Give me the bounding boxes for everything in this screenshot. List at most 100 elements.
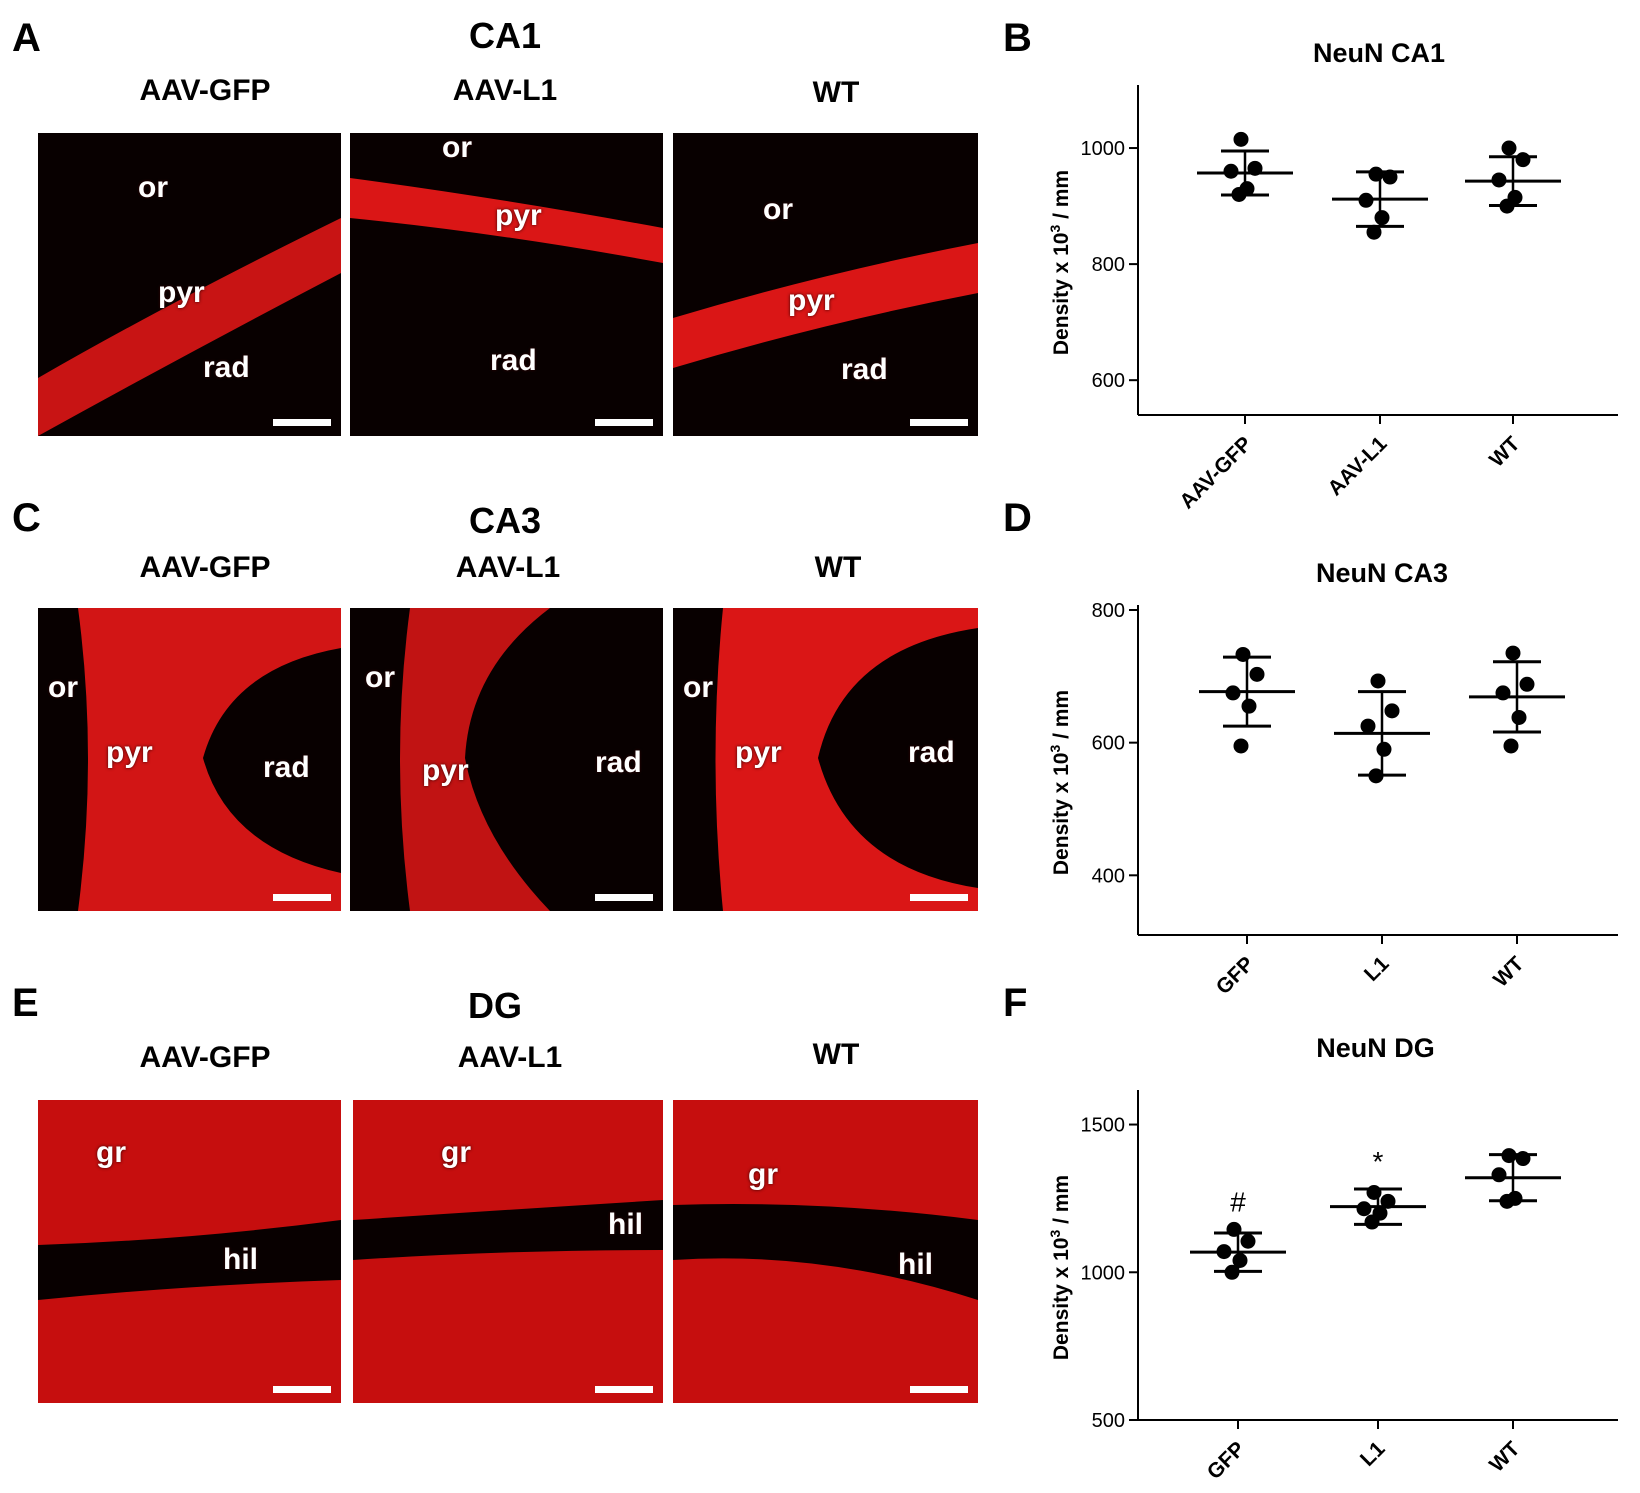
data-point [1241, 698, 1257, 714]
y-axis-label-superscript: 3 [1047, 1230, 1063, 1238]
chart-neun-ca3: NeuN CA3 400 600 800 Density x 103 / mm GFP L1… [1047, 558, 1618, 999]
data-point [1380, 1193, 1396, 1209]
region-title-dg: DG [468, 985, 522, 1026]
group-title-dg-gfp: AAV-GFP [139, 1041, 271, 1074]
group-title-ca3-gfp: AAV-GFP [139, 551, 271, 584]
x-tick-label: WT [1485, 1437, 1524, 1476]
chart-neun-ca1: NeuN CA1 600 800 1000 Density x 103 / mm AAV-… [1047, 38, 1618, 513]
data-point [1384, 703, 1400, 719]
layer-label: rad [908, 736, 955, 769]
layer-label: gr [96, 1136, 126, 1169]
data-point [1249, 666, 1265, 682]
y-tick-label: 1000 [1081, 138, 1126, 160]
scale-bar [273, 419, 331, 426]
data-point [1519, 676, 1535, 692]
group-title-ca3-l1: AAV-L1 [455, 551, 561, 584]
layer-label: hil [223, 1243, 258, 1276]
x-tick-label: L1 [1356, 1437, 1390, 1471]
micrograph-dg-l1: gr hil [353, 1100, 663, 1403]
panel-letter-c: C [12, 496, 41, 540]
panel-letter-f: F [1003, 981, 1028, 1025]
data-point [1356, 1201, 1372, 1217]
x-tick-label: WT [1485, 432, 1524, 471]
group-title-ca1-l1: AAV-L1 [452, 74, 558, 107]
x-tick-label: L1 [1360, 952, 1394, 986]
region-title-ca3: CA3 [468, 500, 542, 541]
layer-label: pyr [788, 284, 835, 317]
data-point [1491, 1167, 1507, 1183]
scale-bar [273, 1386, 331, 1393]
layer-label: rad [490, 344, 537, 377]
layer-label: rad [595, 746, 642, 779]
region-title-ca1: CA1 [468, 15, 542, 56]
chart-title: NeuN CA3 [1316, 558, 1448, 588]
micrograph-ca1-l1: or pyr rad [350, 133, 663, 436]
group-title-dg-l1: AAV-L1 [457, 1041, 563, 1074]
layer-label: rad [203, 351, 250, 384]
scale-bar [595, 894, 653, 901]
data-point [1233, 738, 1249, 754]
micrograph-ca1-wt: or pyr rad [673, 133, 978, 436]
significance-marker: * [1373, 1146, 1384, 1177]
x-tick-label: GFP [1203, 1437, 1250, 1484]
micrograph-ca1-gfp: or pyr rad [38, 133, 341, 436]
chart-title: NeuN DG [1316, 1033, 1435, 1063]
layer-label: pyr [158, 276, 205, 309]
layer-label: gr [441, 1136, 471, 1169]
layer-label: hil [608, 1208, 643, 1241]
layer-label: or [48, 671, 78, 704]
micrograph-dg-wt: gr hil [673, 1100, 978, 1403]
layer-label: rad [263, 751, 310, 784]
y-tick-label: 600 [1092, 370, 1125, 392]
micrograph-dg-gfp: gr hil [38, 1100, 341, 1403]
group-title-ca1-wt: WT [812, 76, 860, 109]
y-axis-label-superscript: 3 [1047, 745, 1063, 753]
scale-bar [910, 1386, 968, 1393]
y-axis-label-unit: / mm [1050, 1175, 1073, 1230]
data-point [1515, 152, 1531, 168]
data-point [1232, 1252, 1248, 1268]
y-axis-label-unit: / mm [1050, 690, 1073, 745]
data-point [1511, 709, 1527, 725]
scale-bar [595, 419, 653, 426]
x-tick-label: AAV-GFP [1175, 432, 1256, 513]
layer-label: pyr [422, 754, 469, 787]
micrograph-ca3-l1: or pyr rad [350, 608, 663, 911]
scale-bar [595, 1386, 653, 1393]
layer-label: hil [898, 1248, 933, 1281]
x-tick-label: GFP [1212, 952, 1259, 999]
x-tick-label: WT [1489, 952, 1528, 991]
scale-bar [910, 894, 968, 901]
y-axis-label: Density x 103 / mm [1047, 170, 1073, 355]
layer-label: or [683, 671, 713, 704]
data-point [1360, 718, 1376, 734]
layer-label: or [442, 133, 472, 164]
y-axis-label-text: Density x 10 [1050, 233, 1073, 356]
layer-label: pyr [735, 736, 782, 769]
scale-bar [273, 894, 331, 901]
x-tick-label: AAV-L1 [1324, 432, 1392, 500]
chart-neun-dg: NeuN DG 500 1000 1500 Density x 103 / mm GFP L… [1047, 1033, 1618, 1484]
y-tick-label: 1000 [1081, 1262, 1126, 1284]
chart-title: NeuN CA1 [1313, 38, 1445, 68]
data-point [1505, 645, 1521, 661]
data-point [1374, 210, 1390, 226]
layer-label: pyr [495, 199, 542, 232]
data-point [1501, 140, 1517, 156]
layer-label: gr [748, 1158, 778, 1191]
layer-label: pyr [106, 736, 153, 769]
layer-label: or [138, 171, 168, 204]
y-tick-label: 800 [1092, 254, 1125, 276]
data-point [1503, 738, 1519, 754]
significance-marker: # [1230, 1186, 1246, 1217]
y-axis-label: Density x 103 / mm [1047, 690, 1073, 875]
y-tick-label: 400 [1092, 865, 1125, 887]
panel-letter-e: E [12, 981, 39, 1025]
y-axis-label-text: Density x 10 [1050, 753, 1073, 876]
panel-letter-b: B [1003, 16, 1032, 60]
data-point [1376, 741, 1392, 757]
group-title-ca3-wt: WT [814, 551, 862, 584]
y-tick-label: 800 [1092, 600, 1125, 622]
group-title-dg-wt: WT [812, 1038, 860, 1071]
group-title-ca1-gfp: AAV-GFP [139, 74, 271, 107]
